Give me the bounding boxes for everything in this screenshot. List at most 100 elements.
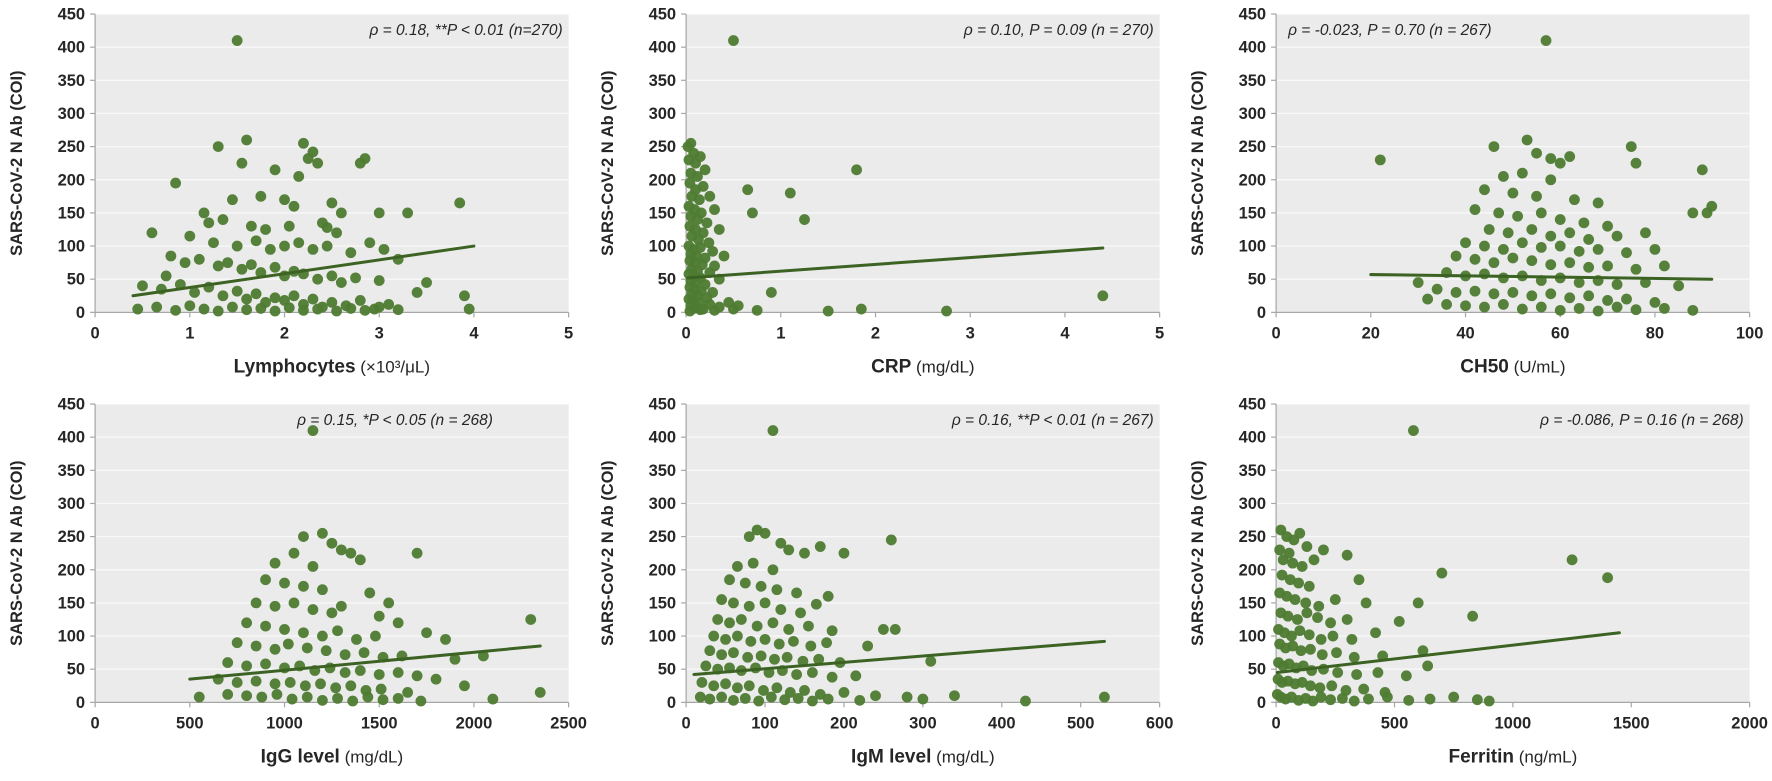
x-tick-label: 1 <box>776 324 785 342</box>
x-axis-title: Lymphocytes (×10³/μL) <box>234 356 430 377</box>
data-point <box>321 222 333 233</box>
data-point <box>767 564 778 576</box>
data-point <box>326 296 338 308</box>
data-point <box>1536 241 1548 253</box>
data-point <box>1493 207 1505 219</box>
data-point <box>798 214 810 225</box>
trend-line <box>686 246 1104 280</box>
data-point <box>765 692 777 703</box>
data-point <box>713 301 725 313</box>
data-point <box>269 678 281 690</box>
x-axis: 0 1 2 3 4 5 <box>681 312 1164 342</box>
data-point <box>1498 171 1510 182</box>
data-point <box>1330 594 1342 606</box>
axes <box>1275 14 1750 313</box>
y-axis-title: SARS-CoV-2 N Ab (COI) <box>8 70 26 255</box>
y-tick-label: 250 <box>1239 529 1267 547</box>
x-tick-label: 0 <box>91 715 100 733</box>
data-point <box>222 689 234 701</box>
data-point <box>307 561 319 573</box>
data-point <box>326 538 338 550</box>
data-point <box>805 641 816 652</box>
x-axis: 0 20 40 60 80 100 <box>1272 312 1764 342</box>
data-point <box>307 243 319 255</box>
data-point <box>694 692 706 703</box>
data-point <box>236 263 248 275</box>
data-point <box>1630 157 1642 169</box>
data-point <box>283 302 295 314</box>
data-point <box>227 194 238 206</box>
y-tick-label: 100 <box>1239 628 1267 646</box>
data-point <box>751 621 763 632</box>
data-point <box>370 631 381 642</box>
data-point <box>1566 554 1578 566</box>
data-point <box>312 273 324 285</box>
data-point <box>1375 154 1387 166</box>
y-tick-label: 0 <box>76 694 85 712</box>
data-point <box>1564 227 1576 239</box>
data-point <box>260 224 271 235</box>
data-point <box>316 528 328 540</box>
x-tick-label: 1000 <box>1495 715 1532 733</box>
data-point <box>279 194 290 206</box>
data-point <box>1325 694 1337 706</box>
data-point <box>231 637 243 649</box>
data-point <box>231 35 243 46</box>
data-point <box>463 303 475 315</box>
y-tick-label: 100 <box>648 628 676 646</box>
data-point <box>1602 295 1614 306</box>
data-point <box>307 293 319 305</box>
data-point <box>1098 692 1110 703</box>
data-point <box>1285 574 1297 586</box>
data-point <box>727 647 739 659</box>
data-point <box>184 300 196 312</box>
data-point <box>222 657 234 669</box>
data-point <box>901 692 913 703</box>
data-point <box>1531 147 1543 159</box>
data-point <box>1517 237 1529 249</box>
data-point <box>1479 240 1491 252</box>
x-tick-label: 60 <box>1551 324 1569 342</box>
data-point <box>1401 670 1413 682</box>
y-tick-label: 50 <box>67 271 85 289</box>
y-tick-label: 100 <box>1239 238 1267 256</box>
data-point <box>1555 240 1566 252</box>
data-point <box>723 617 735 629</box>
y-tick-label: 300 <box>58 495 86 513</box>
data-point <box>1317 649 1329 661</box>
data-point <box>1460 300 1472 312</box>
data-point <box>1507 187 1519 199</box>
data-point <box>286 694 298 705</box>
data-point <box>1649 243 1661 255</box>
y-tick-label: 300 <box>1239 105 1267 123</box>
data-point <box>694 304 706 316</box>
data-points <box>1375 35 1718 317</box>
data-point <box>773 639 785 650</box>
data-point <box>373 275 385 286</box>
data-point <box>715 649 727 661</box>
x-axis-title: CRP (mg/dL) <box>871 356 974 377</box>
data-point <box>861 641 873 652</box>
correlation-annotation: ρ = -0.023, P = 0.70 (n = 267) <box>1287 22 1491 39</box>
data-point <box>1626 141 1637 153</box>
data-point <box>217 290 229 302</box>
data-point <box>699 164 711 176</box>
data-point <box>299 680 311 692</box>
data-point <box>250 288 262 300</box>
data-point <box>1304 581 1315 593</box>
data-point <box>260 658 271 670</box>
data-point <box>321 240 333 252</box>
data-point <box>339 667 351 679</box>
data-point <box>1019 696 1031 707</box>
y-tick-label: 50 <box>657 271 675 289</box>
data-point <box>269 644 281 656</box>
y-tick-label: 0 <box>1257 304 1266 322</box>
data-point <box>757 685 769 697</box>
x-axis: 0 500 1000 1500 2000 <box>1272 702 1768 733</box>
data-point <box>1488 141 1500 153</box>
data-point <box>260 621 271 632</box>
y-tick-label: 450 <box>58 396 86 414</box>
data-point <box>411 287 423 298</box>
gridlines <box>1276 403 1750 704</box>
